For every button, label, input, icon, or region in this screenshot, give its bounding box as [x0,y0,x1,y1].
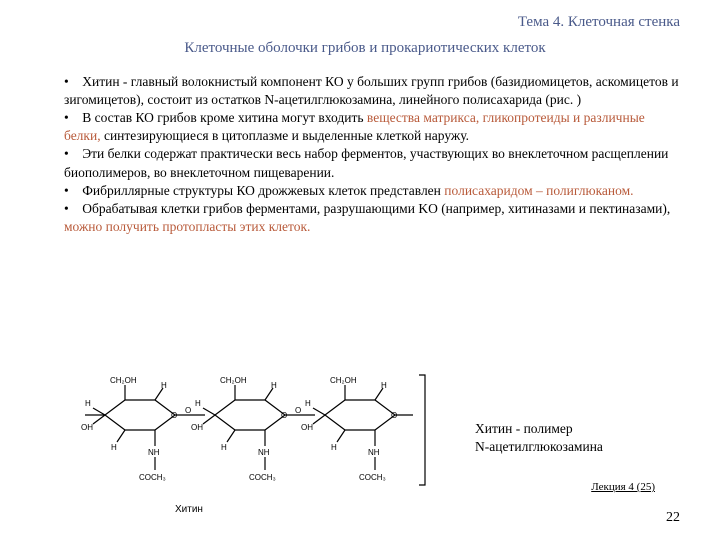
svg-text:OH: OH [301,423,313,432]
svg-text:H: H [85,399,91,408]
svg-text:O: O [295,406,301,415]
p5-hl: можно получить протопласты этих клеток. [64,219,310,234]
p4-pre: • Фибриллярные структуры КО дрожжевых кл… [64,183,444,198]
p3-text: • Эти белки содержат практически весь на… [64,146,668,179]
svg-text:CH₂OH: CH₂OH [220,376,247,385]
svg-text:H: H [271,381,277,390]
svg-text:H: H [221,443,227,452]
svg-text:COCH₃: COCH₃ [139,473,166,482]
svg-text:COCH₃: COCH₃ [359,473,386,482]
bullet-5: • Обрабатывая клетки грибов ферментами, … [50,200,680,236]
bullet-4: • Фибриллярные структуры КО дрожжевых кл… [50,182,680,200]
svg-text:NH: NH [258,448,270,457]
diagram-caption: Хитин - полимер N-ацетилглюкозамина [475,420,655,455]
chitin-diagram: CH₂OHOHOHHHNHCOCH₃OCH₂OHOHOHHHNHCOCH₃OCH… [65,350,665,510]
svg-text:H: H [331,443,337,452]
svg-text:NH: NH [148,448,160,457]
svg-text:NH: NH [368,448,380,457]
p2-post: синтезирующиеся в цитоплазме и выделенны… [101,128,469,143]
svg-text:H: H [161,381,167,390]
bullet-2: • В состав КО грибов кроме хитина могут … [50,109,680,145]
p2-pre: • В состав КО грибов кроме хитина могут … [64,110,367,125]
bullet-3: • Эти белки содержат практически весь на… [50,145,680,181]
svg-text:H: H [305,399,311,408]
svg-text:CH₂OH: CH₂OH [330,376,357,385]
p5-pre: • Обрабатывая клетки грибов ферментами, … [64,201,670,216]
p1-text: • Хитин - главный волокнистый компонент … [64,74,679,107]
svg-text:COCH₃: COCH₃ [249,473,276,482]
caption-line1: Хитин - полимер [475,421,573,436]
caption-line2: N-ацетилглюкозамина [475,439,603,454]
section-subtitle: Клеточные оболочки грибов и прокариотиче… [50,38,680,58]
svg-text:CH₂OH: CH₂OH [110,376,137,385]
svg-text:OH: OH [191,423,203,432]
page-number: 22 [666,509,680,528]
diagram-formula-label: Хитин [175,503,203,517]
body-text: • Хитин - главный волокнистый компонент … [50,73,680,237]
p4-hl: полисахаридом – полиглюканом. [444,183,633,198]
svg-text:O: O [185,406,191,415]
lecture-label: Лекция 4 (25) [591,480,655,495]
svg-text:OH: OH [81,423,93,432]
chitin-structure-svg: CH₂OHOHOHHHNHCOCH₃OCH₂OHOHOHHHNHCOCH₃OCH… [65,350,445,510]
svg-text:H: H [111,443,117,452]
svg-text:H: H [381,381,387,390]
topic-header: Тема 4. Клеточная стенка [50,12,680,32]
svg-text:H: H [195,399,201,408]
bullet-1: • Хитин - главный волокнистый компонент … [50,73,680,109]
